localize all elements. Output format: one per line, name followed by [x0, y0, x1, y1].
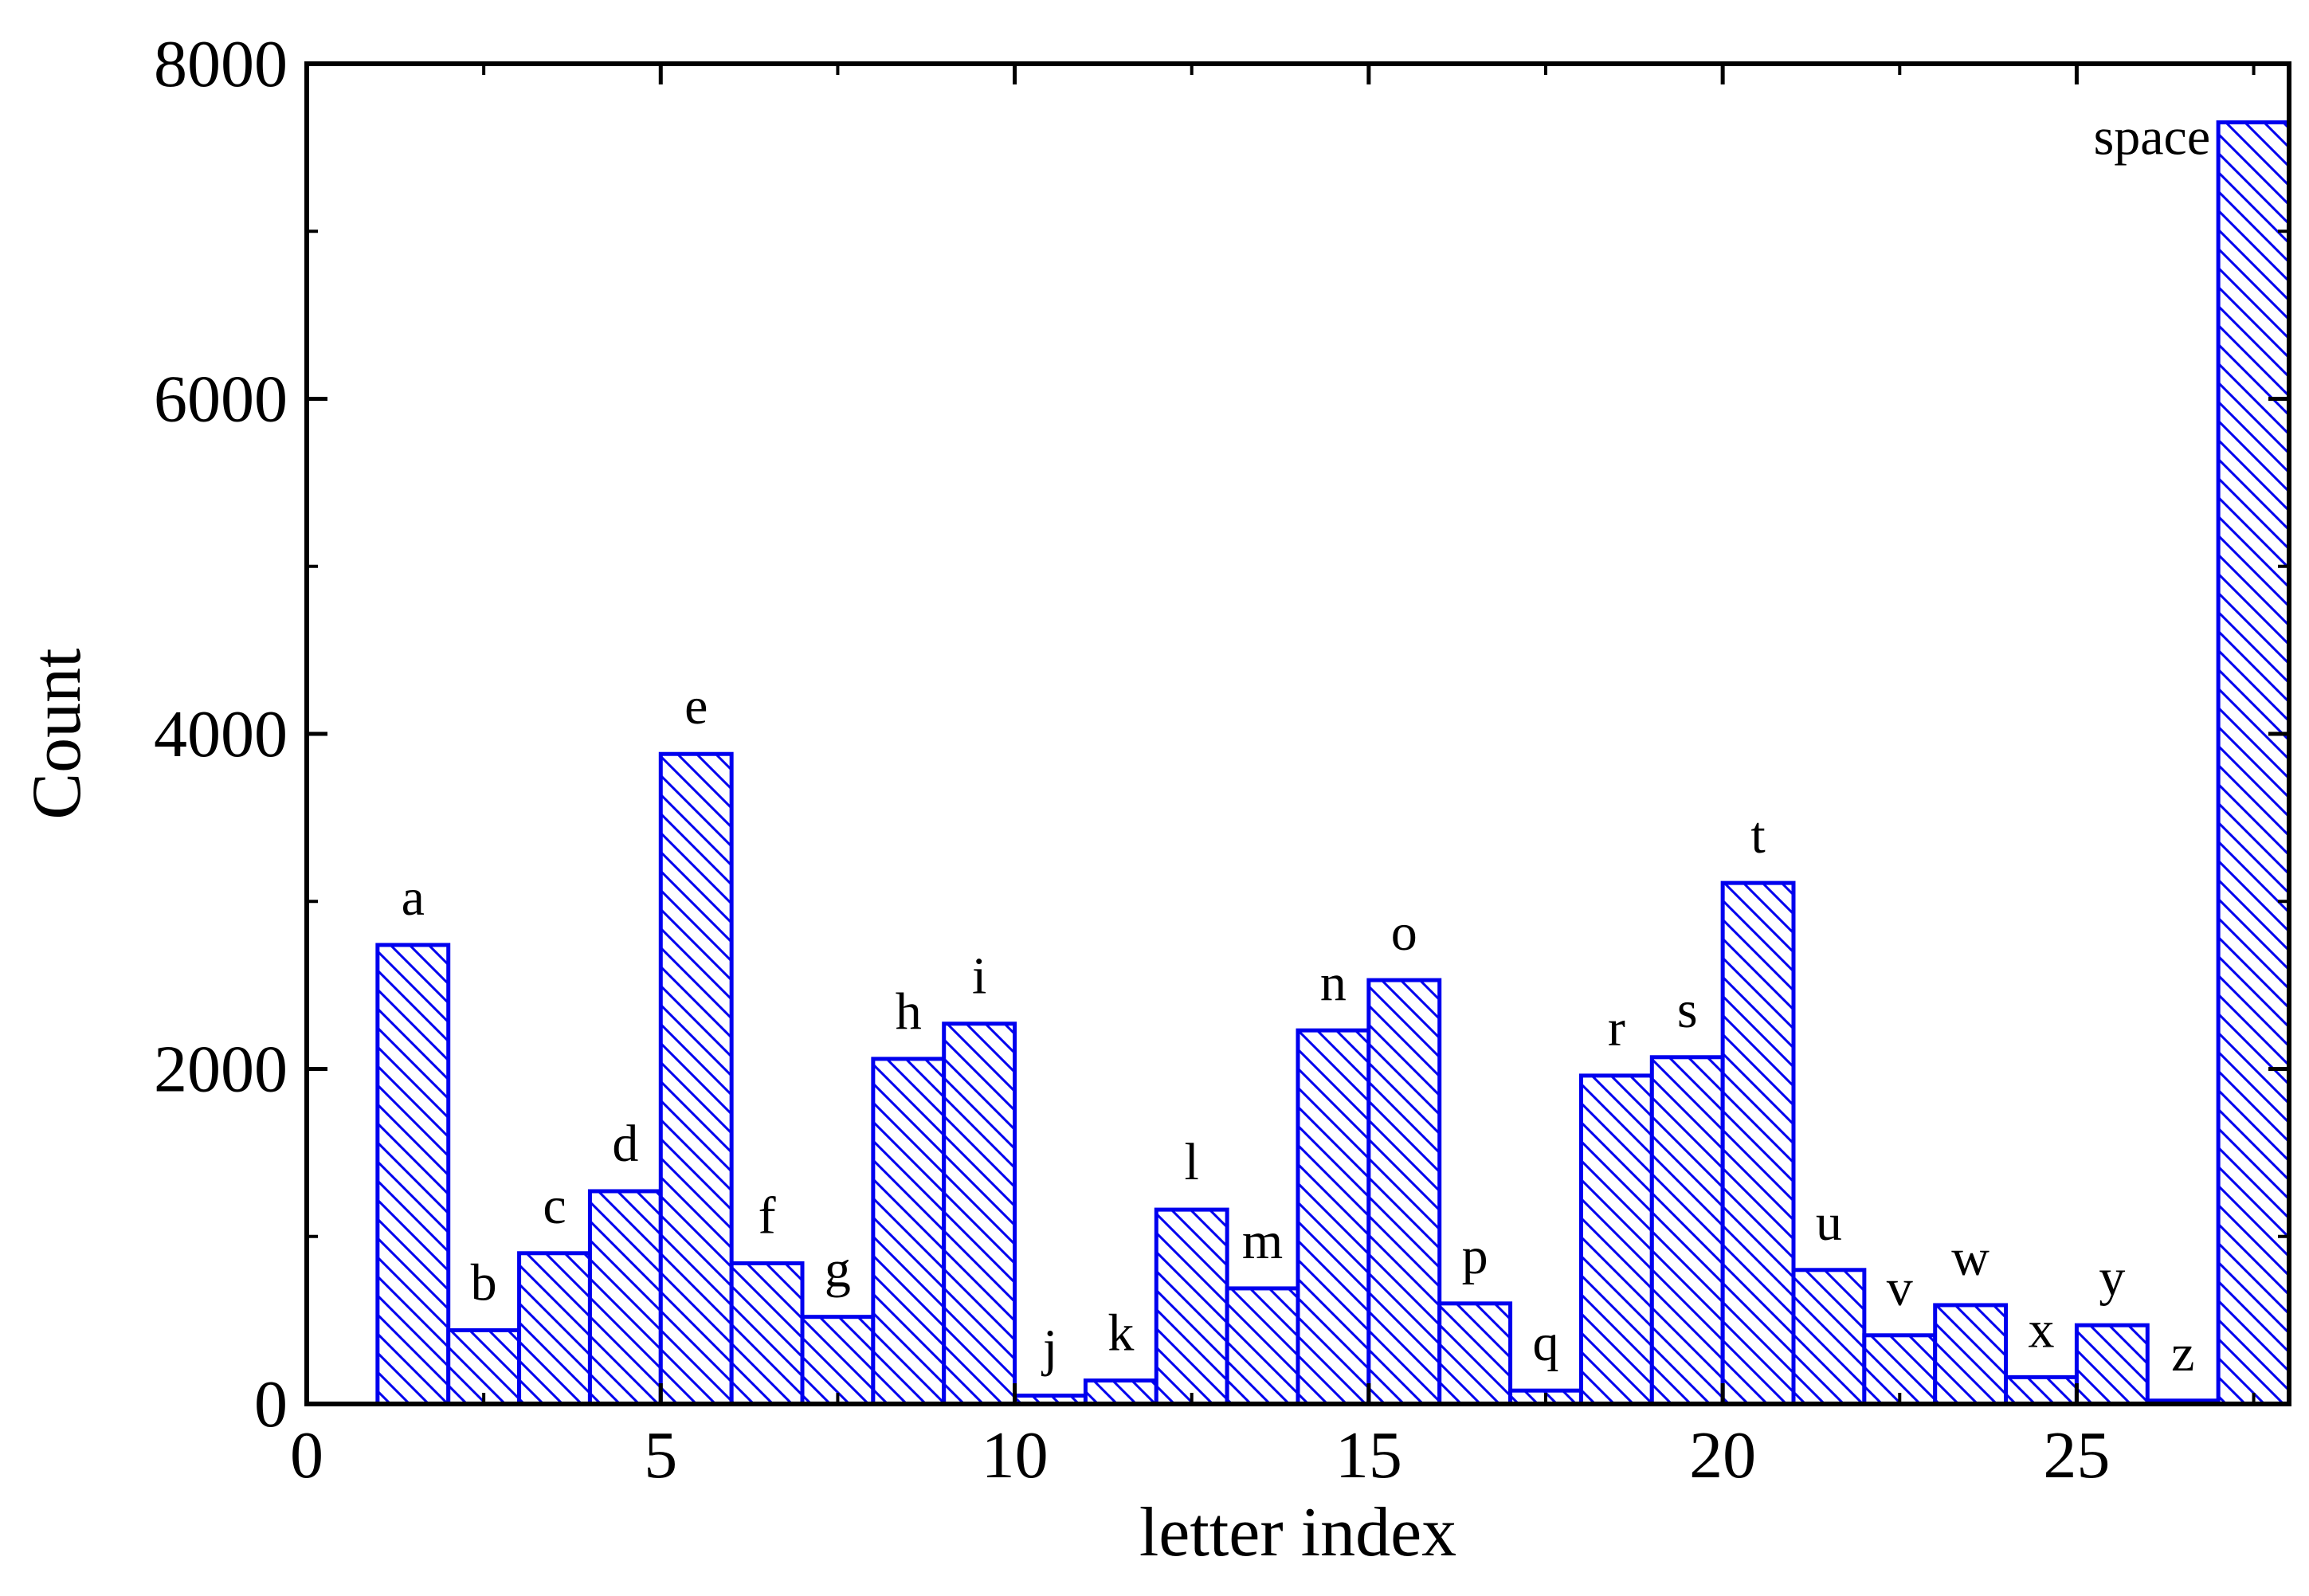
bar-label-n: n: [1320, 954, 1347, 1012]
y-tick-label: 0: [254, 1367, 288, 1441]
bar-i: [942, 1022, 1017, 1406]
bar-g: [800, 1315, 876, 1406]
bar-w: [1933, 1303, 2009, 1406]
bar-label-f: f: [759, 1186, 776, 1245]
x-tick-label: 20: [1689, 1418, 1756, 1492]
y-tick-label: 2000: [154, 1033, 288, 1107]
bar-label-a: a: [402, 869, 425, 927]
bar-label-j: j: [1041, 1319, 1057, 1377]
bars-layer: [375, 120, 2291, 1406]
bar-label-w: w: [1951, 1229, 1990, 1287]
bar-label-y: y: [2099, 1249, 2125, 1307]
bar-label-s: s: [1677, 981, 1698, 1039]
bar-s: [1649, 1055, 1725, 1406]
y-tick-label: 4000: [154, 697, 288, 771]
bar-label-z: z: [2171, 1324, 2194, 1382]
bar-label-q: q: [1533, 1314, 1559, 1372]
bar-label-r: r: [1608, 999, 1625, 1057]
bar-label-g: g: [825, 1241, 851, 1299]
bar-m: [1225, 1286, 1300, 1406]
bar-a: [375, 943, 451, 1406]
bar-label-t: t: [1750, 806, 1765, 865]
bar-label-h: h: [896, 982, 922, 1041]
x-tick-label: 5: [644, 1418, 677, 1492]
bar-label-o: o: [1391, 904, 1417, 962]
bar-label-i: i: [972, 947, 986, 1006]
bar-label-k: k: [1107, 1304, 1134, 1363]
bar-k: [1083, 1378, 1158, 1406]
bar-label-d: d: [612, 1115, 638, 1173]
bar-r: [1578, 1073, 1654, 1406]
y-tick-label: 6000: [154, 363, 288, 437]
bar-label-m: m: [1242, 1212, 1283, 1270]
x-tick-label: 0: [290, 1418, 323, 1492]
ticks-layer: [304, 61, 2289, 1406]
x-axis-title: letter index: [1139, 1494, 1456, 1571]
bar-x: [2004, 1374, 2079, 1406]
tick-labels-layer: 0 5 10 15 20 25 0 2000 4000 6000 8000: [154, 27, 2110, 1492]
bar-label-space: space: [2094, 108, 2211, 167]
y-tick-label: 8000: [154, 27, 288, 101]
bar-e: [658, 751, 734, 1406]
bar-p: [1437, 1301, 1513, 1406]
bar-n: [1296, 1028, 1371, 1406]
x-tick-label: 10: [982, 1418, 1049, 1492]
bar-d: [587, 1189, 663, 1406]
bar-label-v: v: [1887, 1259, 1913, 1317]
bar-y: [2074, 1323, 2150, 1406]
bar-label-u: u: [1816, 1194, 1842, 1252]
x-tick-label: 25: [2043, 1418, 2110, 1492]
bar-u: [1791, 1268, 1867, 1406]
bar-c: [517, 1251, 592, 1406]
bar-label-e: e: [684, 677, 708, 735]
bar-label-l: l: [1185, 1133, 1199, 1191]
bar-label-x: x: [2029, 1300, 2055, 1359]
bar-label-c: c: [543, 1177, 566, 1235]
y-axis-title: Count: [18, 648, 96, 819]
bar-space: [2216, 120, 2291, 1406]
bar-l: [1154, 1207, 1229, 1406]
bar-o: [1366, 978, 1442, 1406]
bar-t: [1720, 880, 1796, 1406]
x-tick-label: 15: [1335, 1418, 1402, 1492]
bar-label-p: p: [1462, 1227, 1488, 1285]
bar-f: [729, 1261, 805, 1406]
bar-label-b: b: [471, 1253, 497, 1312]
bar-h: [871, 1057, 947, 1406]
